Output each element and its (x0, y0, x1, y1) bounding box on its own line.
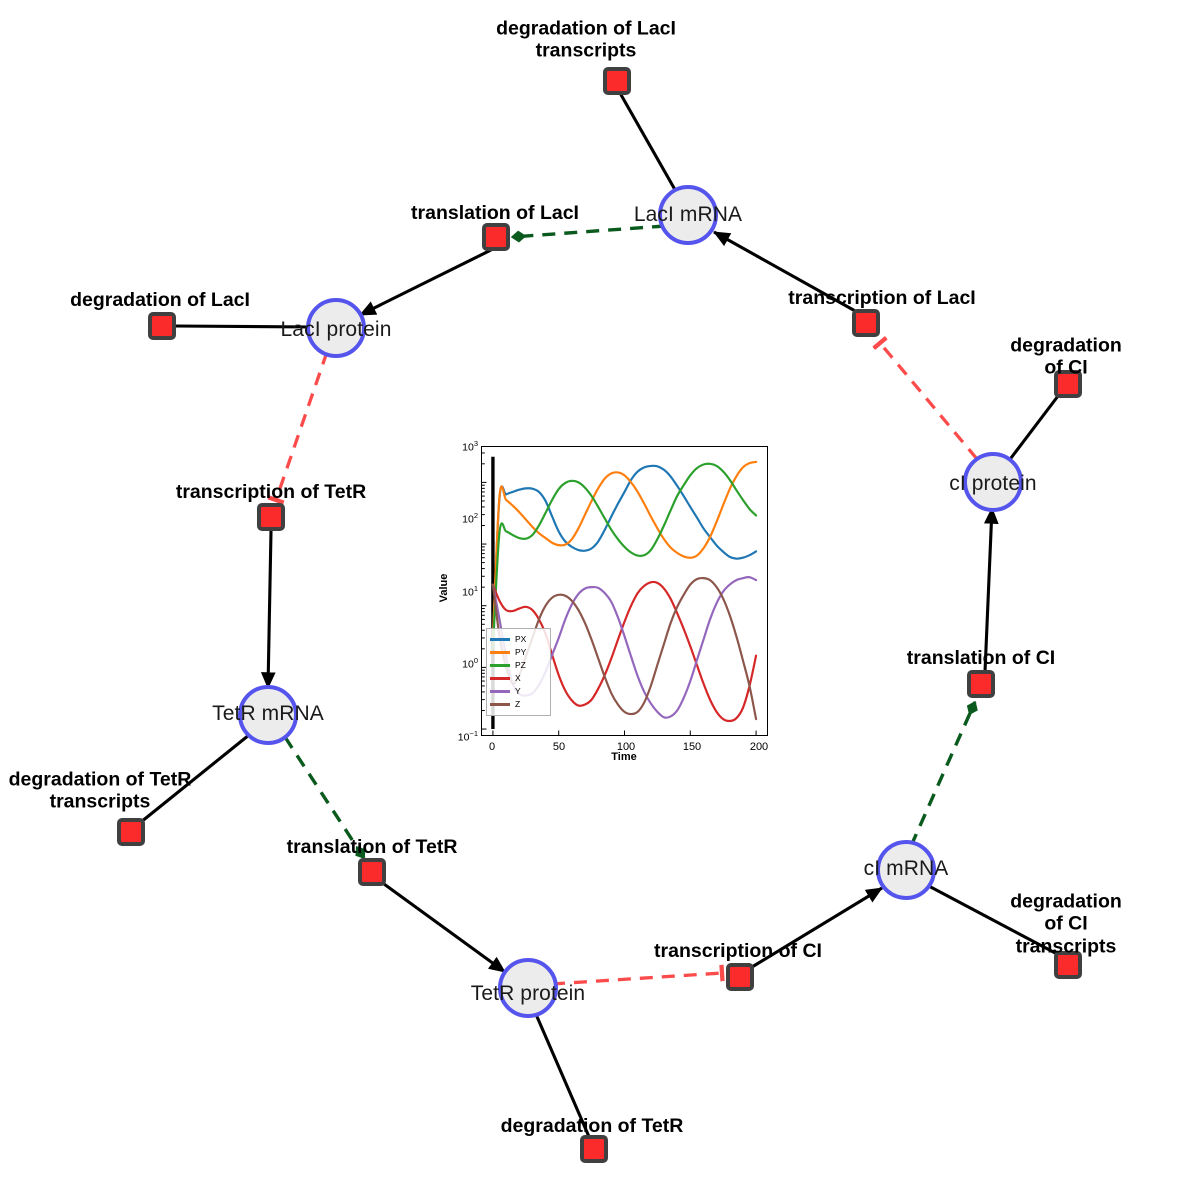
reaction-node-layer[interactable] (117, 67, 1082, 1163)
reaction-node-transcription-laci[interactable] (852, 309, 880, 337)
species-node-tetr-protein[interactable] (498, 958, 558, 1018)
reaction-node-deg-tetr-transcripts[interactable] (117, 818, 145, 846)
chart-legend-swatch-PX (490, 638, 510, 641)
edge-translation-ci-to-ci-protein (983, 506, 999, 673)
species-label-ci-protein: cI protein (949, 472, 1037, 495)
reaction-node-deg-laci[interactable] (148, 312, 176, 340)
edge-transcription-ci-to-ci-mrna (751, 886, 883, 969)
species-node-laci-protein[interactable] (306, 298, 366, 358)
species-node-laci-mrna[interactable] (658, 185, 718, 245)
chart-series-PZ (491, 462, 758, 650)
reaction-node-translation-tetr[interactable] (358, 858, 386, 886)
chart-legend-label-PY: PY (515, 647, 527, 658)
chart-legend-item-Y: Y (490, 685, 546, 698)
edge-deg-ci-to-ci-protein (1006, 395, 1060, 463)
chart-legend-swatch-PY (490, 651, 510, 654)
chart-legend-item-Z: Z (490, 698, 546, 711)
edge-transcription-laci-to-laci-mrna (713, 230, 858, 314)
reaction-node-translation-ci[interactable] (967, 670, 995, 698)
chart-ytick-0: 10−1 (457, 728, 478, 744)
reaction-node-deg-laci-transcripts[interactable] (603, 67, 631, 95)
edge-tetr-mrna-to-deg-tetr-transcripts (140, 733, 250, 824)
edge-layer (140, 92, 1060, 1140)
species-label-ci-mrna: cI mRNA (863, 857, 949, 880)
reaction-label-deg-tetr-transcripts: degradation of TetR transcripts (8, 768, 192, 813)
reaction-node-transcription-tetr[interactable] (257, 503, 285, 531)
reaction-label-transcription-tetr: transcription of TetR (175, 480, 367, 503)
species-label-tetr-protein: TetR protein (470, 982, 586, 1005)
edge-translation-laci-to-laci-protein (359, 248, 492, 317)
edge-tetr-mrna-to-translation-tetr (283, 736, 366, 860)
reaction-label-deg-laci-transcripts: degradation of LacI transcripts (496, 17, 676, 62)
edge-ci-protein-inhibits-transcription-laci (872, 336, 979, 461)
chart-ytick-1: 100 (462, 655, 478, 671)
edge-ci-mrna-to-translation-ci (909, 700, 978, 847)
species-label-laci-mrna: LacI mRNA (633, 203, 743, 226)
reaction-node-deg-ci-transcripts[interactable] (1054, 951, 1082, 979)
edge-deg-laci-transcripts-to-laci-mrna (618, 92, 680, 196)
chart-legend-swatch-Y (490, 690, 510, 693)
species-node-ci-mrna[interactable] (876, 840, 936, 900)
chart-xtick-2: 100 (616, 741, 636, 753)
chart-legend-label-Z: Z (515, 699, 521, 710)
species-node-ci-protein[interactable] (963, 452, 1023, 512)
chart-legend-swatch-X (490, 677, 510, 680)
reaction-label-deg-ci-transcripts: degradation of CI transcripts (1010, 890, 1122, 958)
reaction-label-translation-ci: translation of CI (906, 646, 1056, 669)
chart-legend-swatch-PZ (490, 664, 510, 667)
chart-series-Z (491, 576, 758, 721)
chart-legend: PX PY PZ X Y Z (486, 628, 551, 716)
chart-series-PY (491, 460, 758, 640)
chart-legend-label-Y: Y (515, 686, 521, 697)
reaction-label-transcription-ci: transcription of CI (654, 939, 822, 962)
reaction-label-deg-ci: degradation of CI (1010, 334, 1122, 379)
reaction-node-translation-laci[interactable] (482, 223, 510, 251)
edge-tetr-protein-to-deg-tetr (533, 1011, 592, 1140)
chart-y-axis-label: Value (438, 573, 450, 603)
chart-ytick-4: 103 (462, 438, 478, 454)
chart-legend-label-PZ: PZ (515, 660, 526, 671)
reaction-label-translation-laci: translation of LacI (411, 201, 579, 224)
chart-xtick-4: 200 (749, 741, 769, 753)
edge-ci-mrna-to-deg-ci-transcripts (924, 882, 1060, 957)
chart-xtick-3: 150 (682, 741, 702, 753)
edge-laci-protein-inhibits-transcription-tetr (267, 351, 329, 505)
edge-laci-mrna-to-translation-laci (510, 224, 666, 243)
chart-legend-swatch-Z (490, 703, 510, 706)
chart-series-svg (482, 452, 758, 735)
reaction-node-deg-ci[interactable] (1054, 370, 1082, 398)
reaction-label-deg-laci: degradation of LacI (70, 288, 250, 311)
chart-xtick-0: 0 (488, 741, 496, 753)
reaction-label-transcription-laci: transcription of LacI (788, 286, 976, 309)
reaction-label-deg-tetr: degradation of TetR (500, 1114, 684, 1137)
chart-ytick-3: 102 (462, 510, 478, 526)
edge-deg-laci-to-laci-protein (174, 324, 314, 329)
reaction-node-transcription-ci[interactable] (726, 963, 754, 991)
species-node-tetr-mrna[interactable] (238, 685, 298, 745)
chart-legend-item-X: X (490, 672, 546, 685)
chart-legend-item-PX: PX (490, 633, 546, 646)
edge-transcription-tetr-to-tetr-mrna (260, 530, 276, 690)
reaction-label-translation-tetr: translation of TetR (286, 835, 458, 858)
edge-tetr-protein-inhibits-transcription-ci (551, 964, 725, 986)
chart-series-PX (491, 464, 758, 640)
timecourse-inset-chart: Value Time 10−1 100 101 102 103 0 50 100… (438, 428, 774, 766)
chart-x-axis-label: Time (611, 751, 637, 763)
chart-series-X (491, 580, 758, 723)
chart-legend-label-PX: PX (515, 634, 527, 645)
species-label-laci-protein: LacI protein (280, 318, 392, 341)
chart-xtick-1: 50 (552, 741, 566, 753)
chart-ytick-2: 101 (462, 583, 478, 599)
chart-legend-item-PY: PY (490, 646, 546, 659)
reaction-node-deg-tetr[interactable] (580, 1135, 608, 1163)
edge-translation-tetr-to-tetr-protein (383, 882, 506, 974)
chart-legend-label-X: X (515, 673, 521, 684)
chart-legend-item-PZ: PZ (490, 659, 546, 672)
species-label-tetr-mrna: TetR mRNA (212, 702, 324, 725)
species-node-layer[interactable] (238, 185, 1023, 1018)
